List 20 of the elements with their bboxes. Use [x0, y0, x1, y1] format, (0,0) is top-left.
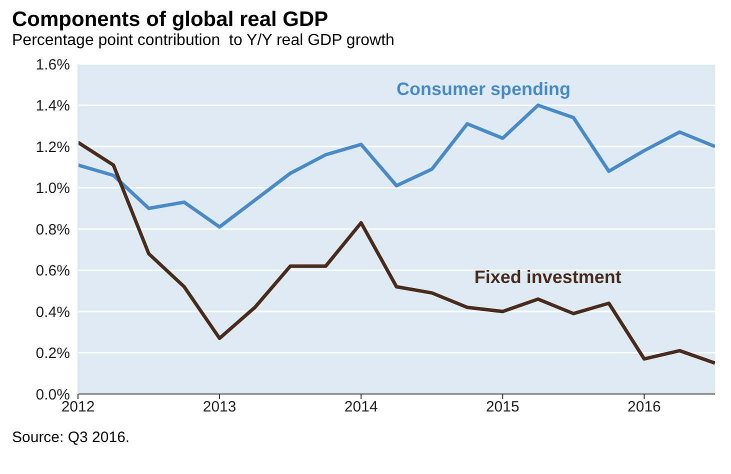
line-series: [78, 104, 715, 229]
y-tick-label: 0.6%: [36, 262, 70, 280]
y-tick-label: 1.4%: [36, 98, 70, 115]
x-tick-label: 2014: [344, 398, 378, 416]
x-tick-label: 2013: [202, 398, 236, 416]
series-label: Fixed investment: [474, 266, 622, 288]
chart-subtitle: Percentage point contribution to Y/Y real GDP growth: [11, 32, 396, 50]
x-tick-label: 2012: [61, 398, 95, 416]
y-tick-label: 0.8%: [36, 221, 70, 238]
chart-title: Components of global real GDP: [11, 8, 330, 32]
x-tick-label: 2015: [486, 398, 520, 416]
x-tick-label: 2016: [628, 398, 661, 416]
line-series: [78, 140, 715, 365]
series-label: Consumer spending: [396, 78, 571, 100]
y-tick-label: 1.0%: [36, 180, 70, 198]
y-tick-label: 0.4%: [36, 304, 70, 321]
y-tick-label: 1.6%: [36, 56, 70, 74]
y-tick-label: 1.2%: [36, 138, 70, 156]
y-tick-label: 0.2%: [36, 345, 70, 362]
source-note: Source: Q3 2016.: [11, 429, 131, 446]
